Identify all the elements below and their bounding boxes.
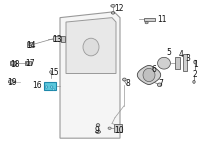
Bar	[61, 36, 65, 42]
Ellipse shape	[11, 62, 15, 65]
Text: 1: 1	[194, 60, 198, 69]
Text: 17: 17	[25, 59, 34, 68]
Bar	[44, 82, 56, 90]
Text: 8: 8	[126, 79, 130, 88]
Polygon shape	[137, 65, 161, 85]
Text: 18: 18	[10, 60, 20, 69]
Ellipse shape	[111, 5, 115, 7]
Ellipse shape	[53, 88, 55, 90]
Text: 12: 12	[114, 4, 124, 13]
Ellipse shape	[145, 22, 148, 24]
Ellipse shape	[194, 60, 196, 64]
Text: 11: 11	[157, 15, 167, 24]
Ellipse shape	[193, 80, 195, 83]
Text: 14: 14	[26, 41, 36, 50]
Bar	[114, 124, 122, 132]
Polygon shape	[66, 18, 116, 74]
Bar	[10, 61, 16, 65]
Ellipse shape	[96, 130, 101, 133]
Text: 2: 2	[193, 70, 197, 80]
Ellipse shape	[111, 12, 115, 14]
Ellipse shape	[50, 86, 53, 88]
Ellipse shape	[26, 62, 30, 65]
Bar	[53, 36, 61, 41]
Text: 13: 13	[52, 35, 61, 44]
Ellipse shape	[50, 71, 52, 73]
Ellipse shape	[96, 124, 100, 127]
Text: 6: 6	[152, 65, 156, 74]
Text: 15: 15	[49, 67, 59, 77]
Text: 16: 16	[33, 81, 42, 91]
Ellipse shape	[83, 38, 99, 56]
Polygon shape	[60, 12, 120, 138]
Ellipse shape	[157, 83, 162, 87]
Text: 10: 10	[114, 126, 123, 135]
Text: 4: 4	[179, 50, 183, 59]
Bar	[175, 57, 180, 69]
Bar	[144, 18, 155, 21]
Text: 7: 7	[159, 79, 163, 88]
Text: 5: 5	[167, 48, 171, 57]
Polygon shape	[143, 68, 155, 82]
Text: 9: 9	[95, 126, 99, 135]
Text: 19: 19	[7, 78, 16, 87]
Ellipse shape	[108, 127, 111, 129]
Bar	[183, 54, 187, 71]
Bar	[27, 42, 33, 47]
Ellipse shape	[28, 43, 31, 46]
Bar	[25, 61, 31, 65]
Ellipse shape	[45, 86, 48, 88]
Ellipse shape	[8, 80, 14, 83]
Polygon shape	[158, 57, 170, 69]
Text: 3: 3	[186, 54, 190, 63]
Ellipse shape	[123, 78, 126, 81]
